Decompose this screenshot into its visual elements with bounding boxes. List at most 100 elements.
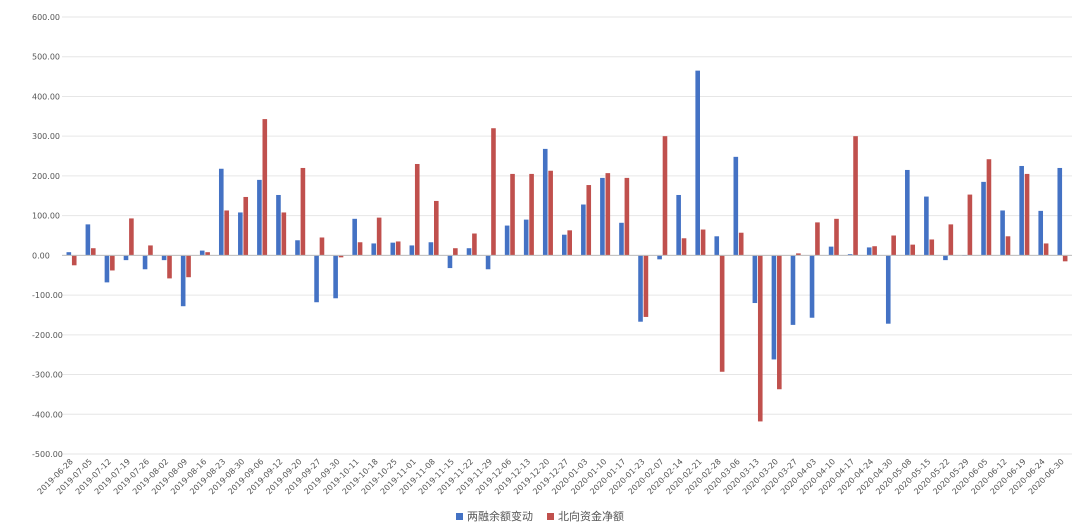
bar-series-1 <box>1038 210 1044 256</box>
y-tick-label: -500.00 <box>32 450 63 459</box>
bar-series-1 <box>238 212 243 256</box>
bar-series-2 <box>719 255 725 372</box>
bar-series-2 <box>777 255 782 390</box>
bar-series-2 <box>395 241 401 256</box>
bar-series-2 <box>357 242 363 256</box>
bar-series-2 <box>510 173 515 256</box>
bar-series-1 <box>333 255 338 299</box>
bar-series-1 <box>466 248 472 256</box>
bar-series-1 <box>562 234 567 256</box>
bar-series-1 <box>600 177 605 256</box>
bar-series-2 <box>738 232 744 256</box>
bar-series-2 <box>757 255 763 422</box>
bar-series-2 <box>186 255 191 278</box>
bar-series-2 <box>110 255 115 271</box>
bar-series-1 <box>771 255 777 360</box>
bars <box>66 70 1068 422</box>
y-tick-label: 400.00 <box>32 92 60 101</box>
bar-series-1 <box>619 222 624 256</box>
legend-label-series-1: 两融余额变动 <box>467 510 533 523</box>
y-tick-label: -400.00 <box>32 410 63 419</box>
bar-series-2 <box>71 255 77 266</box>
bar-series-2 <box>548 170 553 256</box>
bar-series-1 <box>981 181 986 256</box>
bar-series-2 <box>815 222 820 256</box>
bar-series-1 <box>676 194 681 256</box>
bar-series-2 <box>453 248 458 256</box>
bar-series-2 <box>853 136 858 256</box>
bar-series-1 <box>123 255 129 261</box>
bar-series-1 <box>218 168 224 256</box>
bar-series-1 <box>428 242 434 256</box>
legend-swatch-series-1 <box>456 512 463 520</box>
bar-series-1 <box>523 219 529 256</box>
y-tick-label: 0.00 <box>32 251 50 260</box>
y-tick-label: 600.00 <box>32 13 60 22</box>
bar-series-2 <box>167 255 172 279</box>
bar-series-2 <box>624 177 630 256</box>
bar-series-2 <box>338 255 344 258</box>
bar-series-2 <box>472 233 477 256</box>
bar-series-1 <box>733 156 739 256</box>
bar-series-2 <box>910 244 916 256</box>
legend-swatch-series-2 <box>547 512 554 520</box>
bar-series-1 <box>276 194 281 256</box>
bar-series-2 <box>281 212 287 256</box>
bar-series-1 <box>371 243 377 256</box>
bar-series-1 <box>714 236 720 256</box>
legend-label-series-2: 北向资金净额 <box>558 510 624 523</box>
bar-series-1 <box>924 196 929 256</box>
bar-series-1 <box>142 255 148 270</box>
bar-series-1 <box>943 255 948 261</box>
bar-series-2 <box>605 173 611 256</box>
y-axis-tick-labels: -500.00 -400.00 -300.00 -200.00 -100.00 0.00 1… <box>32 13 63 459</box>
bar-series-1 <box>790 255 796 325</box>
legend: 两融余额变动 北向资金净额 <box>0 508 1080 524</box>
bar-series-2 <box>491 128 496 256</box>
bar-series-2 <box>224 210 229 256</box>
bar-series-2 <box>90 248 96 256</box>
bar-series-1 <box>390 242 396 256</box>
bar-series-1 <box>199 250 205 256</box>
bar-series-1 <box>638 255 643 322</box>
bar-series-2 <box>414 163 420 256</box>
bar-series-1 <box>542 148 548 256</box>
bar-series-1 <box>104 255 110 283</box>
bar-series-2 <box>586 185 592 256</box>
bar-series-1 <box>1057 167 1063 256</box>
bar-series-2 <box>1043 243 1049 256</box>
bar-series-2 <box>243 196 249 256</box>
bar-series-1 <box>180 255 186 307</box>
bar-series-1 <box>485 255 491 270</box>
bar-series-2 <box>262 119 268 256</box>
bar-series-1 <box>66 252 72 256</box>
bar-series-1 <box>885 255 891 324</box>
bar-series-1 <box>85 224 91 256</box>
bar-series-2 <box>1062 255 1068 262</box>
y-tick-label: -100.00 <box>32 291 63 300</box>
bar-series-2 <box>205 252 210 256</box>
bar-series-1 <box>752 255 758 304</box>
bar-series-1 <box>314 255 319 303</box>
bar-series-2 <box>300 167 306 256</box>
bar-series-2 <box>681 238 687 256</box>
bar-series-1 <box>581 204 586 256</box>
bar-series-2 <box>529 173 534 256</box>
bar-series-1 <box>866 247 872 256</box>
bar-series-2 <box>376 217 382 256</box>
y-tick-label: -200.00 <box>32 331 63 340</box>
legend-item-series-2: 北向资金净额 <box>547 508 624 524</box>
y-tick-label: 300.00 <box>32 132 60 141</box>
y-tick-label: 500.00 <box>32 53 60 62</box>
bar-series-1 <box>695 70 700 256</box>
y-tick-label: 100.00 <box>32 212 60 221</box>
bar-series-1 <box>504 225 510 256</box>
bar-series-2 <box>834 218 839 256</box>
x-axis-tick-labels: 2019-06-282019-07-052019-07-122019-07-19… <box>36 457 1066 496</box>
bar-series-2 <box>643 255 649 317</box>
bar-series-1 <box>447 255 453 269</box>
bar-series-2 <box>148 245 153 256</box>
bar-series-2 <box>662 136 668 256</box>
bar-series-1 <box>295 240 300 256</box>
